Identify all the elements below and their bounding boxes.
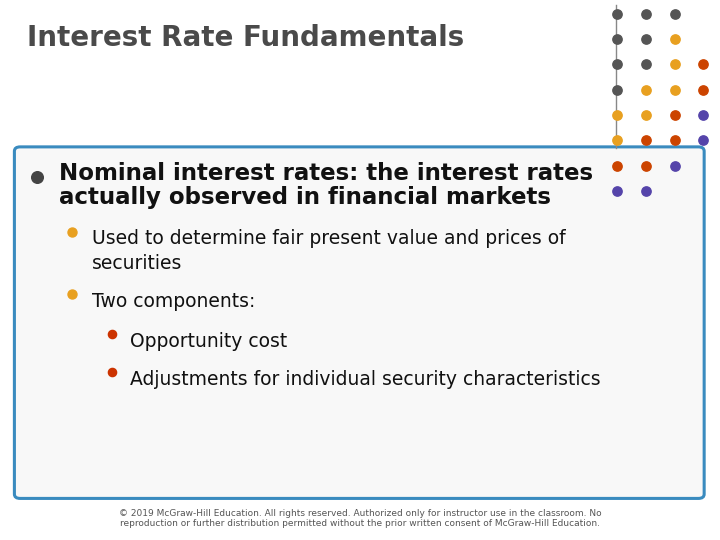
- Point: [640, 136, 652, 145]
- Point: [669, 161, 680, 170]
- Point: [66, 227, 78, 236]
- FancyBboxPatch shape: [14, 147, 704, 498]
- Point: [698, 60, 709, 69]
- Text: Nominal interest rates: the interest rates: Nominal interest rates: the interest rat…: [59, 162, 593, 185]
- Point: [640, 187, 652, 195]
- Point: [640, 9, 652, 18]
- Point: [669, 111, 680, 119]
- Text: Interest Rate Fundamentals: Interest Rate Fundamentals: [27, 24, 464, 52]
- Text: © 2019 McGraw-Hill Education. All rights reserved. Authorized only for instructo: © 2019 McGraw-Hill Education. All rights…: [119, 509, 601, 528]
- Point: [106, 330, 117, 339]
- Point: [611, 60, 623, 69]
- Point: [698, 85, 709, 94]
- Point: [611, 187, 623, 195]
- Point: [669, 60, 680, 69]
- Point: [640, 161, 652, 170]
- Point: [611, 111, 623, 119]
- Text: Two components:: Two components:: [92, 292, 256, 310]
- Point: [66, 289, 78, 298]
- Point: [698, 136, 709, 145]
- Point: [106, 368, 117, 376]
- Point: [640, 111, 652, 119]
- Point: [640, 85, 652, 94]
- Point: [611, 161, 623, 170]
- Point: [611, 85, 623, 94]
- Point: [611, 35, 623, 43]
- Text: Used to determine fair present value and prices of: Used to determine fair present value and…: [92, 230, 566, 248]
- Text: securities: securities: [92, 254, 183, 273]
- Point: [669, 136, 680, 145]
- Point: [611, 9, 623, 18]
- Text: Adjustments for individual security characteristics: Adjustments for individual security char…: [130, 370, 600, 389]
- Point: [640, 60, 652, 69]
- Point: [669, 35, 680, 43]
- Text: Opportunity cost: Opportunity cost: [130, 332, 287, 351]
- Point: [669, 9, 680, 18]
- Point: [611, 136, 623, 145]
- Point: [669, 85, 680, 94]
- Point: [698, 111, 709, 119]
- Point: [640, 35, 652, 43]
- Text: actually observed in financial markets: actually observed in financial markets: [59, 186, 551, 210]
- Point: [32, 173, 43, 181]
